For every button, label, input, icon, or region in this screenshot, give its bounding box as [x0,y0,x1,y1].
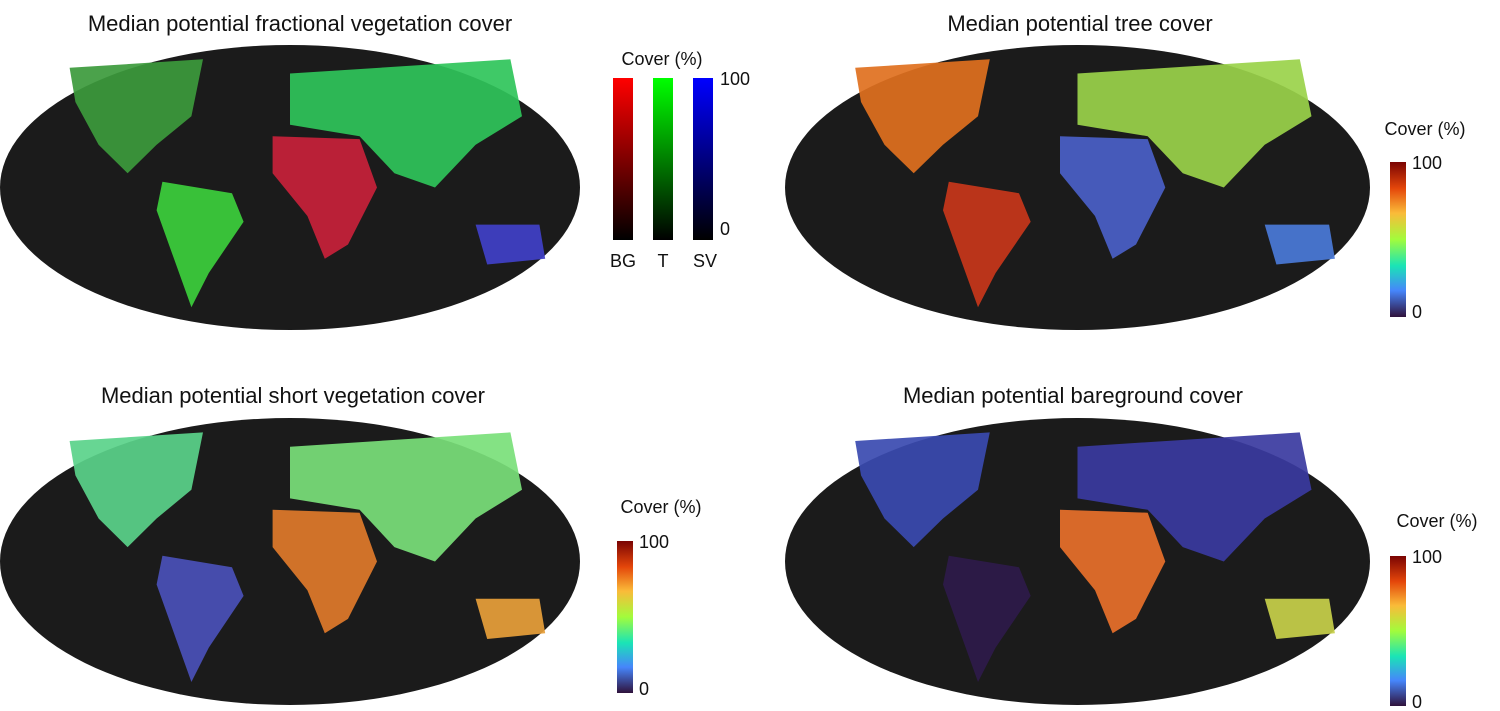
legend-max: 100 [1412,153,1442,173]
colorbar [653,78,673,240]
panel-title: Median potential short vegetation cover [101,383,485,408]
colorbar [617,541,633,693]
legend-title: Cover (%) [621,49,702,69]
colorbar [1390,162,1406,317]
landmass [476,225,546,265]
legend-max: 100 [720,69,750,89]
channel-label: T [658,251,669,271]
legend-min: 0 [720,219,730,239]
panel-title: Median potential bareground cover [903,383,1243,408]
channel-label: SV [693,251,717,271]
legend-max: 100 [1412,547,1442,567]
colorbar [613,78,633,240]
landmass [476,599,546,639]
landmass [1265,599,1335,639]
landmass [1265,225,1335,265]
legend-title: Cover (%) [1384,119,1465,139]
colorbar [693,78,713,240]
legend-title: Cover (%) [620,497,701,517]
figure: Median potential fractional vegetation c… [0,0,1500,711]
legend-min: 0 [1412,302,1422,322]
panel-title: Median potential fractional vegetation c… [88,11,512,36]
legend-max: 100 [639,532,669,552]
panel-title: Median potential tree cover [947,11,1212,36]
legend-min: 0 [639,679,649,699]
legend-title: Cover (%) [1396,511,1477,531]
colorbar [1390,556,1406,706]
channel-label: BG [610,251,636,271]
legend-min: 0 [1412,692,1422,711]
maps [0,45,1370,705]
